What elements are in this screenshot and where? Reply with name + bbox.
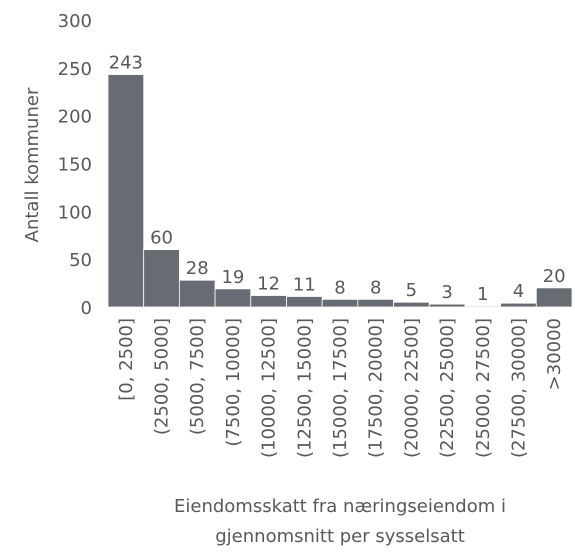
x-tick-label: (2500, 5000] <box>152 318 173 435</box>
bar <box>357 298 394 308</box>
y-tick-label: 0 <box>81 298 92 319</box>
value-label: 8 <box>370 277 381 298</box>
bar <box>500 302 537 308</box>
bar <box>250 295 287 308</box>
value-label: 12 <box>257 274 280 295</box>
value-label: 8 <box>334 277 345 298</box>
y-tick-label: 250 <box>58 59 92 80</box>
value-label: 1 <box>477 284 488 305</box>
value-label: 3 <box>441 282 452 303</box>
value-label: 11 <box>293 274 316 295</box>
value-label: 4 <box>513 281 524 302</box>
bar <box>178 279 216 308</box>
bar <box>464 305 502 308</box>
x-tick-label: (20000, 22500] <box>401 318 422 458</box>
x-tick-label: (10000, 12500] <box>259 318 280 458</box>
y-tick-label: 50 <box>69 250 92 271</box>
value-label: 243 <box>109 53 143 74</box>
bar <box>107 74 145 308</box>
bar <box>214 288 252 308</box>
x-axis-title: gjennomsnitt per sysselsatt <box>215 526 465 547</box>
x-tick-label: (5000, 7500] <box>187 318 208 435</box>
y-axis-title: Antall kommuner <box>22 87 43 242</box>
y-tick-label: 200 <box>58 107 92 128</box>
value-label: 5 <box>406 280 417 301</box>
x-tick-label: (22500, 25000] <box>437 318 458 458</box>
bar <box>286 296 323 308</box>
y-tick-label: 150 <box>58 155 92 176</box>
y-tick-label: 300 <box>58 11 92 32</box>
x-tick-label: (25000, 27500] <box>473 318 494 458</box>
x-tick-label: (15000, 17500] <box>330 318 351 458</box>
x-tick-label: (12500, 15000] <box>294 318 315 458</box>
value-label: 60 <box>150 228 173 249</box>
x-tick-label: >30000 <box>544 318 565 390</box>
bar <box>535 287 573 308</box>
bar <box>321 298 359 308</box>
x-tick-label: [0, 2500] <box>116 318 137 401</box>
value-label: 19 <box>221 267 244 288</box>
x-tick-label: (7500, 10000] <box>223 318 244 447</box>
value-label: 28 <box>186 258 209 279</box>
y-tick-label: 100 <box>58 202 92 223</box>
bar <box>143 249 180 308</box>
x-axis-title: Eiendomsskatt fra næringseiendom i <box>174 496 506 517</box>
x-tick-label: (17500, 20000] <box>366 318 387 458</box>
x-tick-label: (27500, 30000] <box>508 318 529 458</box>
value-label: 20 <box>543 266 566 287</box>
bar <box>428 303 466 308</box>
bar <box>393 301 430 308</box>
